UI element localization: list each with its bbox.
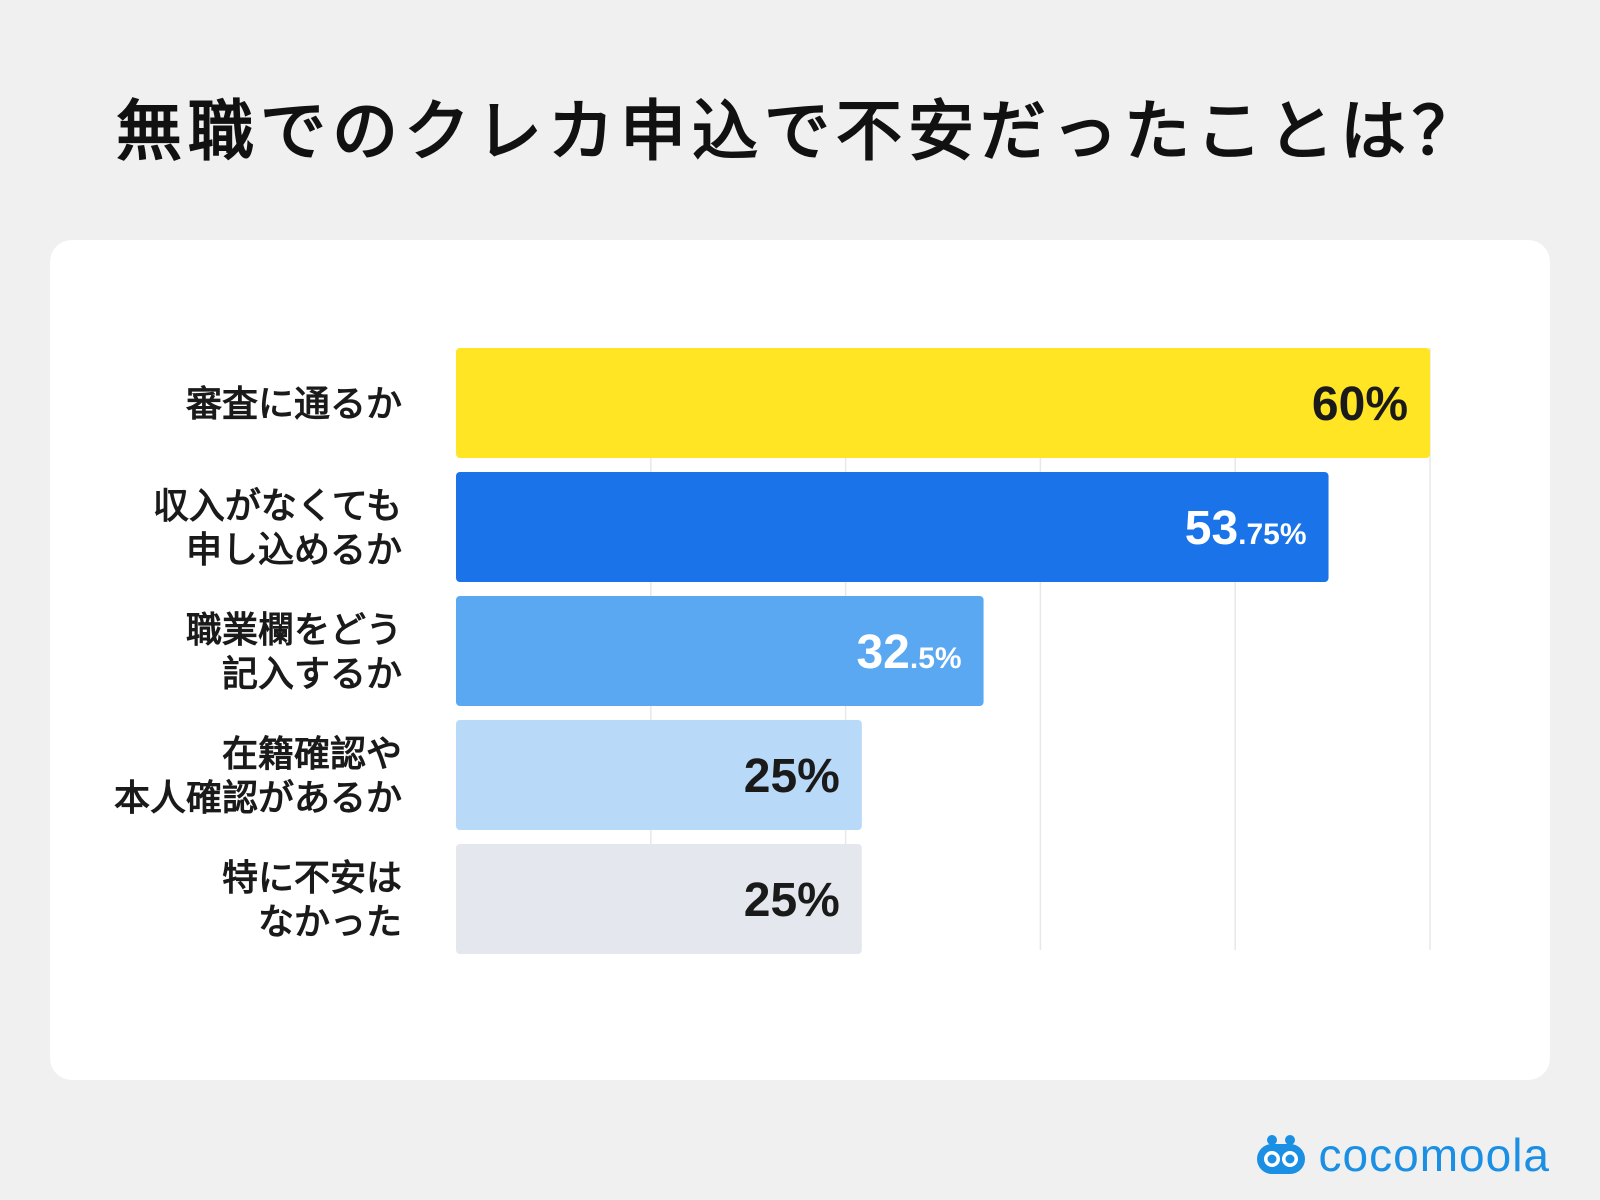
category-label: 記入するか bbox=[222, 654, 402, 695]
value-label: 32.5% bbox=[856, 626, 961, 679]
logo-text: cocomoola bbox=[1318, 1129, 1550, 1181]
logo-icon bbox=[1256, 1135, 1305, 1174]
bar bbox=[456, 348, 1430, 458]
category-label: 審査に通るか bbox=[185, 384, 402, 425]
value-label-suffix: .5% bbox=[910, 642, 962, 675]
value-label-suffix: .75% bbox=[1238, 518, 1306, 551]
value-label: 53.75% bbox=[1185, 502, 1307, 555]
category-label: 申し込めるか bbox=[186, 530, 402, 571]
chart-title: 無職でのクレカ申込で不安だったことは？ bbox=[116, 93, 1484, 170]
bar bbox=[456, 844, 862, 954]
value-label: 25% bbox=[744, 750, 840, 803]
category-label: 在籍確認や bbox=[222, 734, 402, 775]
category-label: 職業欄をどう bbox=[186, 610, 402, 651]
value-label-main: 25% bbox=[744, 750, 840, 803]
category-label: 特に不安は bbox=[222, 858, 402, 899]
bar bbox=[456, 720, 862, 830]
cocomoola-logo: cocomoola bbox=[1253, 1132, 1550, 1178]
value-label-main: 60% bbox=[1312, 378, 1408, 431]
value-label: 60% bbox=[1312, 378, 1408, 431]
value-label-main: 53 bbox=[1185, 502, 1238, 555]
category-label: 収入がなくても bbox=[153, 486, 402, 527]
bar bbox=[456, 472, 1329, 582]
bar bbox=[456, 596, 984, 706]
value-label-main: 25% bbox=[744, 874, 840, 927]
chart-card: 審査に通るか 60% 収入がなくても 申し込めるか 53.75% 職業欄をどう 記入するか 3… bbox=[50, 240, 1550, 1080]
category-label: なかった bbox=[258, 902, 402, 943]
value-label: 25% bbox=[744, 874, 840, 927]
value-label-main: 32 bbox=[856, 626, 909, 679]
category-label: 本人確認があるか bbox=[114, 778, 402, 819]
